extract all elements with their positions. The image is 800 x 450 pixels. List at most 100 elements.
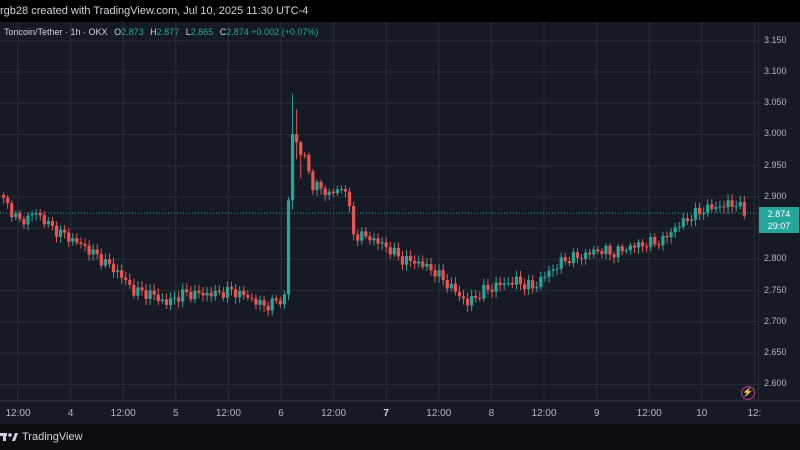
- candle-up: [689, 219, 694, 222]
- candle-down: [575, 252, 580, 259]
- candle-down: [22, 218, 26, 225]
- close-value: 2.874: [226, 27, 249, 37]
- candle-up: [494, 282, 498, 292]
- candle-down: [429, 264, 433, 271]
- x-tick-label: 12:00: [215, 408, 241, 419]
- y-tick-label: 2.750: [764, 284, 787, 295]
- y-tick-label: 2.600: [764, 378, 787, 389]
- candle-up: [380, 242, 384, 244]
- candle-down: [209, 292, 213, 297]
- alert-icon[interactable]: ⚡: [741, 386, 755, 400]
- open-value: 2.873: [121, 27, 144, 37]
- candle-up: [115, 270, 120, 273]
- candle-down: [384, 242, 388, 248]
- y-tick-label: 2.700: [764, 315, 787, 326]
- candle-up: [571, 252, 575, 264]
- candle-up: [527, 280, 531, 290]
- candle-down: [579, 258, 584, 260]
- candle-down: [722, 206, 726, 208]
- candle-up: [91, 249, 95, 255]
- candle-up: [181, 289, 185, 302]
- high-label: H: [150, 27, 157, 37]
- candle-up: [738, 201, 742, 207]
- x-tick-label: 9: [593, 408, 600, 419]
- x-tick-label: 6: [278, 408, 284, 419]
- candle-down: [486, 284, 490, 290]
- x-tick-label: 5: [173, 408, 179, 419]
- y-tick-label: 2.950: [764, 159, 787, 170]
- candle-down: [54, 225, 59, 237]
- candle-up: [470, 296, 474, 306]
- candle-down: [75, 238, 79, 243]
- candle-up: [706, 204, 710, 213]
- candle-up: [502, 283, 506, 286]
- candle-down: [79, 242, 83, 245]
- candle-up: [547, 270, 551, 277]
- candle-down: [657, 244, 661, 246]
- x-tick-label: 4: [67, 408, 74, 419]
- candle-down: [217, 290, 221, 293]
- candle-down: [563, 257, 567, 262]
- candle-down: [474, 296, 478, 298]
- candle-down: [697, 207, 702, 215]
- candle-down: [409, 255, 413, 261]
- candle-up: [584, 252, 588, 259]
- x-tick-label: 7: [383, 408, 389, 419]
- candle-up: [543, 276, 547, 278]
- candle-down: [632, 245, 637, 248]
- candle-down: [177, 297, 181, 302]
- candle-up: [636, 242, 641, 248]
- candle-up: [628, 245, 632, 251]
- candle-down: [303, 154, 307, 156]
- candle-up: [172, 297, 177, 299]
- current-price-badge: 2.874 29:07: [759, 207, 799, 234]
- y-tick-label: 2.800: [764, 253, 787, 264]
- candle-down: [645, 246, 649, 248]
- candle-up: [551, 269, 555, 271]
- candle-up: [26, 215, 30, 225]
- candle-down: [10, 203, 14, 218]
- candle-down: [307, 155, 311, 172]
- candle-down: [144, 290, 148, 299]
- chart-plot-area[interactable]: [0, 22, 758, 400]
- candle-down: [433, 270, 437, 277]
- candle-up: [193, 290, 197, 300]
- candle-down: [596, 249, 600, 252]
- candle-up: [136, 287, 140, 296]
- candle-down: [368, 236, 372, 241]
- candle-down: [478, 297, 482, 299]
- candle-down: [331, 191, 335, 194]
- candle-down: [83, 244, 87, 246]
- candle-down: [311, 171, 315, 191]
- candle-up: [539, 276, 543, 288]
- candle-down: [588, 252, 592, 255]
- candle-down: [242, 290, 246, 296]
- time-axis[interactable]: 12:00 4 12:00 5 12:00 6 12:00 7 12:00 8 12:00 9 12:0…: [0, 400, 800, 425]
- candle-down: [465, 298, 470, 306]
- candle-up: [669, 232, 673, 238]
- candle-down: [201, 292, 205, 296]
- x-tick-label: 12:00: [531, 408, 557, 419]
- candle-up: [449, 283, 453, 289]
- candle-up: [555, 268, 559, 270]
- bar-countdown: 29:07: [767, 221, 791, 232]
- candle-down: [164, 299, 168, 305]
- candlestick-chart[interactable]: [0, 22, 758, 400]
- candle-down: [445, 280, 449, 289]
- candle-down: [413, 260, 417, 264]
- candle-up: [286, 200, 291, 295]
- current-price-value: 2.874: [767, 209, 791, 220]
- x-tick-label: 12:00: [426, 408, 452, 419]
- y-tick-label: 3.100: [764, 65, 787, 76]
- candle-down: [612, 254, 616, 258]
- candle-down: [608, 245, 612, 255]
- candle-up: [404, 255, 409, 265]
- candle-down: [730, 200, 734, 207]
- candle-down: [221, 292, 225, 298]
- candle-up: [535, 287, 539, 289]
- high-value: 2.877: [156, 27, 180, 37]
- candle-up: [726, 200, 730, 208]
- candle-up: [417, 261, 421, 264]
- y-tick-label: 3.000: [764, 128, 787, 139]
- candle-down: [63, 229, 67, 233]
